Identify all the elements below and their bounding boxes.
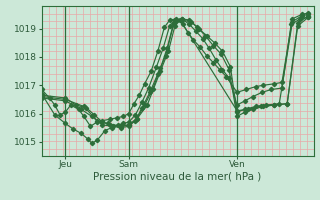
X-axis label: Pression niveau de la mer( hPa ): Pression niveau de la mer( hPa ) (93, 172, 262, 182)
